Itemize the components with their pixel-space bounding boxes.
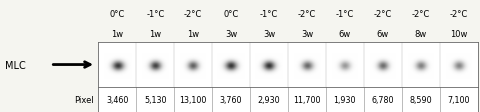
Text: 3w: 3w [225,30,237,39]
Text: 6w: 6w [339,30,351,39]
Text: 13,100: 13,100 [180,95,207,104]
Text: 8,590: 8,590 [409,95,432,104]
Text: -2°C: -2°C [298,10,316,18]
Text: -1°C: -1°C [260,10,278,18]
Text: 8w: 8w [415,30,427,39]
Text: 5,130: 5,130 [144,95,167,104]
Text: 10w: 10w [450,30,468,39]
Text: -1°C: -1°C [146,10,165,18]
Text: 11,700: 11,700 [293,95,321,104]
Text: 3,460: 3,460 [106,95,129,104]
Text: 3w: 3w [301,30,313,39]
Text: 3,760: 3,760 [220,95,242,104]
Text: 1w: 1w [111,30,123,39]
Text: 6w: 6w [377,30,389,39]
Text: 7,100: 7,100 [447,95,470,104]
Text: 1w: 1w [187,30,199,39]
Text: 1,930: 1,930 [334,95,356,104]
Text: 2,930: 2,930 [258,95,280,104]
Text: MLC: MLC [5,60,25,70]
Text: 1w: 1w [149,30,161,39]
Text: -2°C: -2°C [449,10,468,18]
Text: -2°C: -2°C [373,10,392,18]
Text: 3w: 3w [263,30,275,39]
Text: 0°C: 0°C [110,10,125,18]
Text: -2°C: -2°C [184,10,203,18]
Text: 0°C: 0°C [224,10,239,18]
Text: 6,780: 6,780 [372,95,394,104]
Text: -1°C: -1°C [336,10,354,18]
Text: -2°C: -2°C [411,10,430,18]
Text: Pixel: Pixel [74,95,94,104]
